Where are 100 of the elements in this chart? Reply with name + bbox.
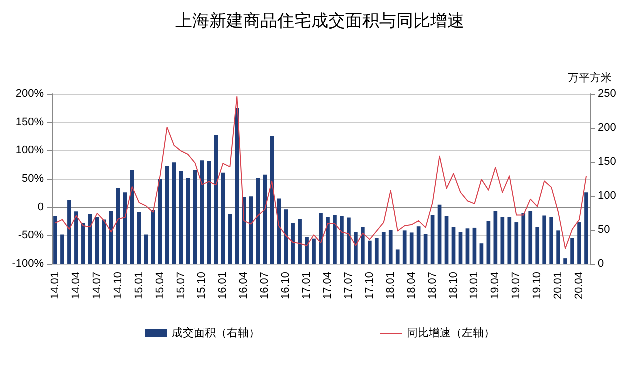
x-tick-label: 17.01 xyxy=(301,272,314,300)
bar xyxy=(249,196,254,264)
bar xyxy=(438,204,442,264)
bar xyxy=(486,221,491,264)
bar xyxy=(270,136,274,264)
bar xyxy=(319,213,323,264)
bar xyxy=(402,230,407,264)
bar xyxy=(550,217,554,264)
bar xyxy=(500,217,505,264)
legend-label: 同比增速（左轴） xyxy=(407,326,495,340)
x-tick-label: 17.07 xyxy=(342,272,355,300)
bar xyxy=(368,240,372,264)
x-tick-label: 14.04 xyxy=(70,272,82,300)
bar xyxy=(494,210,498,264)
y-tick-label: 200% xyxy=(16,88,44,100)
bar xyxy=(137,212,142,264)
x-tick-label: 20.04 xyxy=(574,272,586,300)
bar xyxy=(277,198,281,264)
y2-tick-label: 150 xyxy=(598,156,616,168)
bar xyxy=(584,192,588,264)
bar xyxy=(284,210,288,264)
bar xyxy=(165,166,170,264)
x-tick-label: 15.04 xyxy=(154,272,166,300)
bar xyxy=(242,197,246,264)
x-tick-label: 15.01 xyxy=(133,272,146,300)
x-tick-label: 17.10 xyxy=(364,272,376,300)
bar xyxy=(102,220,106,264)
bar xyxy=(458,232,463,264)
bar xyxy=(305,237,309,264)
x-tick-label: 18.01 xyxy=(384,272,397,300)
bar xyxy=(424,234,428,264)
bar xyxy=(564,258,568,264)
bar xyxy=(578,222,582,264)
y2-tick-label: 250 xyxy=(598,88,616,100)
y-tick-label: 150% xyxy=(16,116,44,128)
y2-tick-label: 0 xyxy=(598,258,604,270)
bar xyxy=(123,192,128,264)
bar xyxy=(522,213,526,264)
bar xyxy=(291,223,295,264)
bar xyxy=(116,188,120,264)
bar xyxy=(95,217,100,264)
bar xyxy=(144,234,148,264)
bar xyxy=(472,228,477,264)
bar xyxy=(60,234,64,264)
bar xyxy=(82,223,86,264)
bar xyxy=(354,232,358,264)
x-tick-label: 16.07 xyxy=(259,272,272,300)
bar xyxy=(333,215,337,264)
bar xyxy=(570,238,574,264)
bar xyxy=(347,218,351,264)
x-tick-label: 17.04 xyxy=(322,272,334,300)
y-tick-label: 50% xyxy=(22,173,44,185)
bar xyxy=(130,170,134,264)
y-tick-label: 100% xyxy=(16,144,44,157)
bar xyxy=(430,215,435,264)
x-tick-label: 15.10 xyxy=(196,272,208,300)
x-tick-label: 16.01 xyxy=(217,272,230,300)
bar xyxy=(452,227,456,264)
legend-label: 成交面积（右轴） xyxy=(172,326,260,340)
bar xyxy=(172,162,176,264)
bar xyxy=(466,228,470,264)
bar xyxy=(542,216,547,264)
bar xyxy=(228,214,232,264)
bar xyxy=(221,172,226,264)
y-tick-label: -100% xyxy=(12,258,44,270)
y-tick-label: 0 xyxy=(38,201,44,214)
bar xyxy=(444,216,449,264)
bar xyxy=(74,212,78,264)
bar xyxy=(514,222,519,264)
bar xyxy=(382,232,386,264)
bar xyxy=(193,170,198,264)
x-tick-label: 14.07 xyxy=(91,272,104,300)
bar xyxy=(480,244,484,264)
bar xyxy=(374,238,379,264)
bar xyxy=(88,214,92,264)
x-tick-label: 18.07 xyxy=(426,272,439,300)
x-tick-label: 14.01 xyxy=(49,272,62,300)
bar xyxy=(214,135,218,264)
bar xyxy=(298,219,302,264)
y2-tick-label: 50 xyxy=(598,224,610,236)
y-tick-label: -50% xyxy=(18,230,44,242)
bar xyxy=(312,238,316,264)
bar xyxy=(508,217,512,264)
x-tick-label: 16.10 xyxy=(280,272,292,300)
bar xyxy=(207,161,212,264)
bar xyxy=(396,250,400,264)
x-tick-label: 19.10 xyxy=(532,272,544,300)
bar xyxy=(556,230,560,264)
x-tick-label: 18.04 xyxy=(406,272,418,300)
bar xyxy=(361,227,365,264)
bar xyxy=(235,108,240,264)
x-tick-label: 18.10 xyxy=(448,272,460,300)
bar xyxy=(388,230,393,264)
x-tick-label: 20.01 xyxy=(552,272,565,300)
y2-tick-label: 100 xyxy=(598,190,616,202)
bar xyxy=(410,232,414,264)
y2-tick-label: 200 xyxy=(598,122,616,134)
bar xyxy=(54,216,58,264)
bar xyxy=(68,200,72,264)
x-tick-label: 19.07 xyxy=(510,272,523,300)
